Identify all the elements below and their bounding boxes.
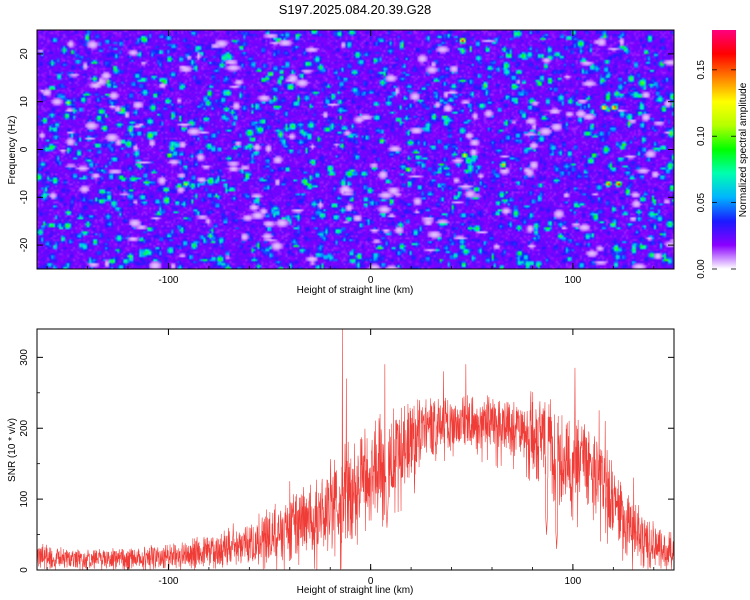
spectrogram-y-tick-label: 0 <box>19 146 30 152</box>
snr-axes: -100 0 100 0 100 200 300 <box>19 329 674 587</box>
spectrogram-y-tick-label: 20 <box>19 48 30 60</box>
colorbar-tick-label: 0.05 <box>696 192 707 212</box>
colorbar-axes: 0.00 0.05 0.10 0.15 <box>696 60 736 279</box>
spectrogram-y-tick-label: -10 <box>19 190 30 205</box>
spectrogram-x-tick-label: 0 <box>368 275 374 286</box>
snr-y-label: SNR (10 * v/v) <box>7 418 18 482</box>
spectrogram-y-tick-label: 10 <box>19 96 30 108</box>
spectrogram-y-tick-label: -20 <box>19 237 30 252</box>
spectrogram-x-tick-label: 100 <box>565 275 582 286</box>
spectrogram-y-label: Frequency (Hz) <box>7 116 18 185</box>
colorbar-tick-label: 0.10 <box>696 126 707 146</box>
snr-y-tick-label: 200 <box>19 419 30 436</box>
snr-x-tick-label: 100 <box>565 576 582 587</box>
colorbar-label: Normalized spectral amplitude <box>738 82 749 217</box>
snr-y-tick-label: 100 <box>19 490 30 507</box>
snr-frame <box>36 328 675 571</box>
colorbar-tick-label: 0.15 <box>696 60 707 80</box>
snr-x-tick-label: 0 <box>368 576 374 587</box>
colorbar-gradient <box>712 30 736 269</box>
spectrogram-x-tick-label: -100 <box>158 275 178 286</box>
snr-series-line <box>36 328 675 571</box>
colorbar: 0.00 0.05 0.10 0.15 Normalized spectral amp… <box>696 30 749 279</box>
snr-x-tick-label: -100 <box>158 576 178 587</box>
snr-panel: -100 0 100 0 100 200 300 Height of straight li… <box>7 328 675 596</box>
spectrogram-x-label: Height of straight line (km) <box>297 285 414 296</box>
spectrogram-heatmap <box>37 30 674 269</box>
colorbar-tick-label: 0.00 <box>696 259 707 279</box>
snr-x-label: Height of straight line (km) <box>297 585 414 596</box>
snr-y-tick-label: 0 <box>19 567 30 573</box>
chart-title: S197.2025.084.20.39.G28 <box>279 2 432 17</box>
snr-y-tick-label: 300 <box>19 349 30 366</box>
